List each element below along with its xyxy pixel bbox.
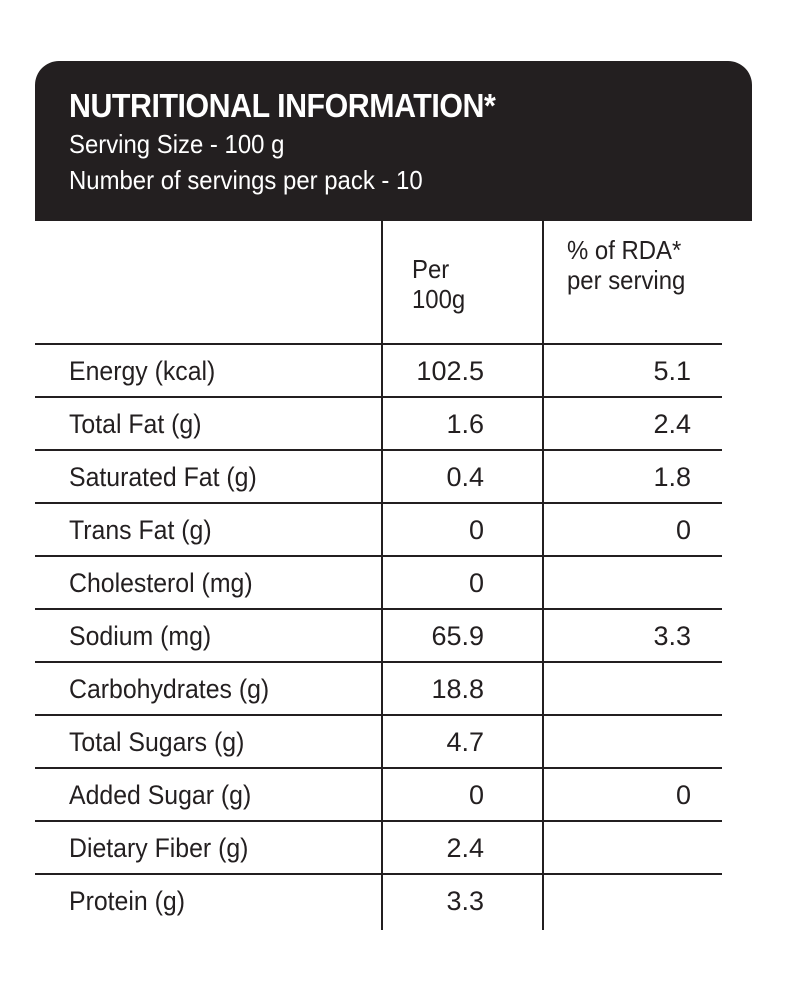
per-100g-value: 0 bbox=[468, 515, 484, 545]
per-100g-value: 18.8 bbox=[431, 674, 484, 704]
per-100g-value: 2.4 bbox=[446, 833, 484, 863]
table-row: Dietary Fiber (g) 2.4 bbox=[35, 822, 722, 875]
table-row: Carbohydrates (g) 18.8 bbox=[35, 663, 722, 716]
row-divider bbox=[35, 343, 722, 345]
rda-value bbox=[542, 716, 691, 769]
column-header-rda: % of RDA* per serving bbox=[567, 235, 685, 295]
serving-size: Serving Size - 100 g bbox=[69, 129, 285, 159]
rda-value: 5.1 bbox=[653, 356, 691, 386]
rda-value bbox=[542, 557, 691, 610]
column-divider bbox=[542, 221, 544, 930]
label-title: NUTRITIONAL INFORMATION* bbox=[69, 87, 496, 124]
row-divider bbox=[35, 449, 722, 451]
per-100g-value: 65.9 bbox=[431, 621, 484, 651]
row-divider bbox=[35, 767, 722, 769]
nutrient-name: Sodium (mg) bbox=[69, 621, 212, 651]
per-100g-value: 0 bbox=[468, 568, 484, 598]
row-divider bbox=[35, 502, 722, 504]
table-row: Energy (kcal) 102.5 5.1 bbox=[35, 345, 722, 398]
row-divider bbox=[35, 714, 722, 716]
nutrient-name: Protein (g) bbox=[69, 886, 185, 916]
per-100g-value: 3.3 bbox=[446, 886, 484, 916]
row-divider bbox=[35, 555, 722, 557]
nutrition-label: NUTRITIONAL INFORMATION* Serving Size - … bbox=[35, 61, 752, 930]
row-divider bbox=[35, 661, 722, 663]
per-100g-value: 102.5 bbox=[416, 356, 484, 386]
rda-value bbox=[542, 822, 691, 875]
per-100g-value: 0.4 bbox=[446, 462, 484, 492]
rda-value: 0 bbox=[675, 515, 691, 545]
servings-per-pack: Number of servings per pack - 10 bbox=[69, 165, 423, 195]
nutrient-name: Added Sugar (g) bbox=[69, 780, 252, 810]
nutrient-name: Energy (kcal) bbox=[69, 356, 216, 386]
row-divider bbox=[35, 820, 722, 822]
row-divider bbox=[35, 608, 722, 610]
column-header-line: 100g bbox=[412, 284, 466, 314]
per-100g-value: 0 bbox=[468, 780, 484, 810]
nutrient-name: Trans Fat (g) bbox=[69, 515, 212, 545]
rda-value: 1.8 bbox=[653, 462, 691, 492]
table-row: Saturated Fat (g) 0.4 1.8 bbox=[35, 451, 722, 504]
table-row: Cholesterol (mg) 0 bbox=[35, 557, 722, 610]
nutrient-name: Saturated Fat (g) bbox=[69, 462, 257, 492]
rda-value: 2.4 bbox=[653, 409, 691, 439]
rda-value: 0 bbox=[675, 780, 691, 810]
rda-value bbox=[542, 663, 691, 716]
row-divider bbox=[35, 396, 722, 398]
table-row: Added Sugar (g) 0 0 bbox=[35, 769, 722, 822]
nutrient-name: Cholesterol (mg) bbox=[69, 568, 253, 598]
column-header-line: per serving bbox=[567, 265, 686, 295]
per-100g-value: 1.6 bbox=[446, 409, 484, 439]
table-row: Trans Fat (g) 0 0 bbox=[35, 504, 722, 557]
table-row: Total Sugars (g) 4.7 bbox=[35, 716, 722, 769]
column-divider bbox=[381, 221, 383, 930]
nutrient-name: Total Sugars (g) bbox=[69, 727, 245, 757]
nutrient-name: Total Fat (g) bbox=[69, 409, 202, 439]
rda-value: 3.3 bbox=[653, 621, 691, 651]
table-row: Sodium (mg) 65.9 3.3 bbox=[35, 610, 722, 663]
rda-value bbox=[542, 875, 691, 928]
table-row: Total Fat (g) 1.6 2.4 bbox=[35, 398, 722, 451]
column-header-line: % of RDA* bbox=[567, 235, 682, 265]
nutrient-name: Dietary Fiber (g) bbox=[69, 833, 249, 863]
label-header: NUTRITIONAL INFORMATION* Serving Size - … bbox=[35, 61, 752, 221]
column-header-line: Per bbox=[412, 254, 450, 284]
row-divider bbox=[35, 873, 722, 875]
per-100g-value: 4.7 bbox=[446, 727, 484, 757]
nutrient-name: Carbohydrates (g) bbox=[69, 674, 270, 704]
column-header-per-100g: Per 100g bbox=[412, 254, 465, 314]
table-row: Protein (g) 3.3 bbox=[35, 875, 722, 928]
